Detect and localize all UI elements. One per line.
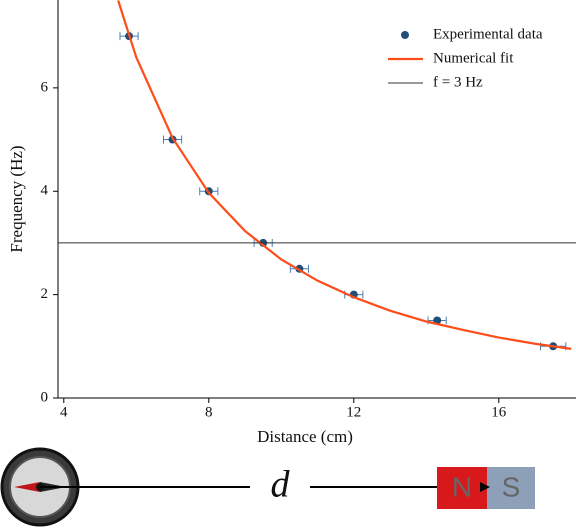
y-tick-label: 2 xyxy=(41,286,49,302)
diagram: d N S xyxy=(0,447,535,527)
x-tick-label: 8 xyxy=(205,404,213,420)
legend-label: f = 3 Hz xyxy=(433,74,483,90)
magnet-north xyxy=(437,467,487,509)
magnet-south xyxy=(487,467,535,509)
y-axis-label: Frequency (Hz) xyxy=(7,145,26,252)
plot: Distance (cm) Frequency (Hz) 4 8 12 16 0 2 4 6 E… xyxy=(7,0,576,446)
legend-label: Numerical fit xyxy=(433,50,514,66)
fit-curve xyxy=(117,0,572,350)
x-tick-label: 16 xyxy=(491,404,507,420)
legend-label: Experimental data xyxy=(433,26,543,42)
arrow-head xyxy=(480,482,490,492)
north-label: N xyxy=(452,471,472,502)
distance-label: d xyxy=(271,464,291,506)
compass-needle xyxy=(14,482,40,492)
legend-marker xyxy=(401,31,409,39)
south-label: S xyxy=(502,471,521,502)
y-tick-label: 4 xyxy=(41,183,49,199)
y-tick-label: 0 xyxy=(41,389,49,405)
x-axis-label: Distance (cm) xyxy=(257,427,353,446)
x-tick-label: 4 xyxy=(60,404,68,420)
y-tick-label: 6 xyxy=(41,79,49,95)
x-tick-label: 12 xyxy=(346,404,361,420)
